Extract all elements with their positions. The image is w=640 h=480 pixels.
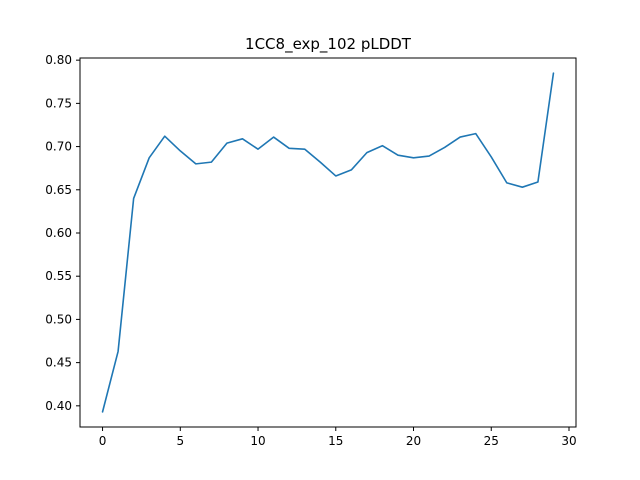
series-line [101, 72, 555, 413]
y-tick-label: 0.65 [45, 183, 72, 197]
x-tick-label: 15 [328, 434, 343, 448]
y-tick-label: 0.60 [45, 226, 72, 240]
x-tick-label: 20 [406, 434, 421, 448]
x-tick-label: 30 [561, 434, 576, 448]
x-tick-label: 0 [99, 434, 107, 448]
x-axis: 0 5 10 15 20 25 30 [99, 427, 577, 448]
x-tick-label: 10 [250, 434, 265, 448]
y-axis: 0.40 0.45 0.50 0.55 0.60 0.65 0.70 0.75 0.80 [45, 53, 80, 413]
series-layer [101, 72, 555, 413]
y-tick-label: 0.50 [45, 312, 72, 326]
chart-title: 1CC8_exp_102 pLDDT [245, 35, 412, 54]
y-tick-label: 0.80 [45, 53, 72, 67]
y-tick-label: 0.75 [45, 96, 72, 110]
y-tick-label: 0.55 [45, 269, 72, 283]
x-tick-label: 5 [176, 434, 184, 448]
plot-area-frame [79, 57, 577, 428]
y-tick-label: 0.45 [45, 356, 72, 370]
x-tick-label: 25 [484, 434, 499, 448]
y-tick-label: 0.40 [45, 399, 72, 413]
y-tick-label: 0.70 [45, 140, 72, 154]
